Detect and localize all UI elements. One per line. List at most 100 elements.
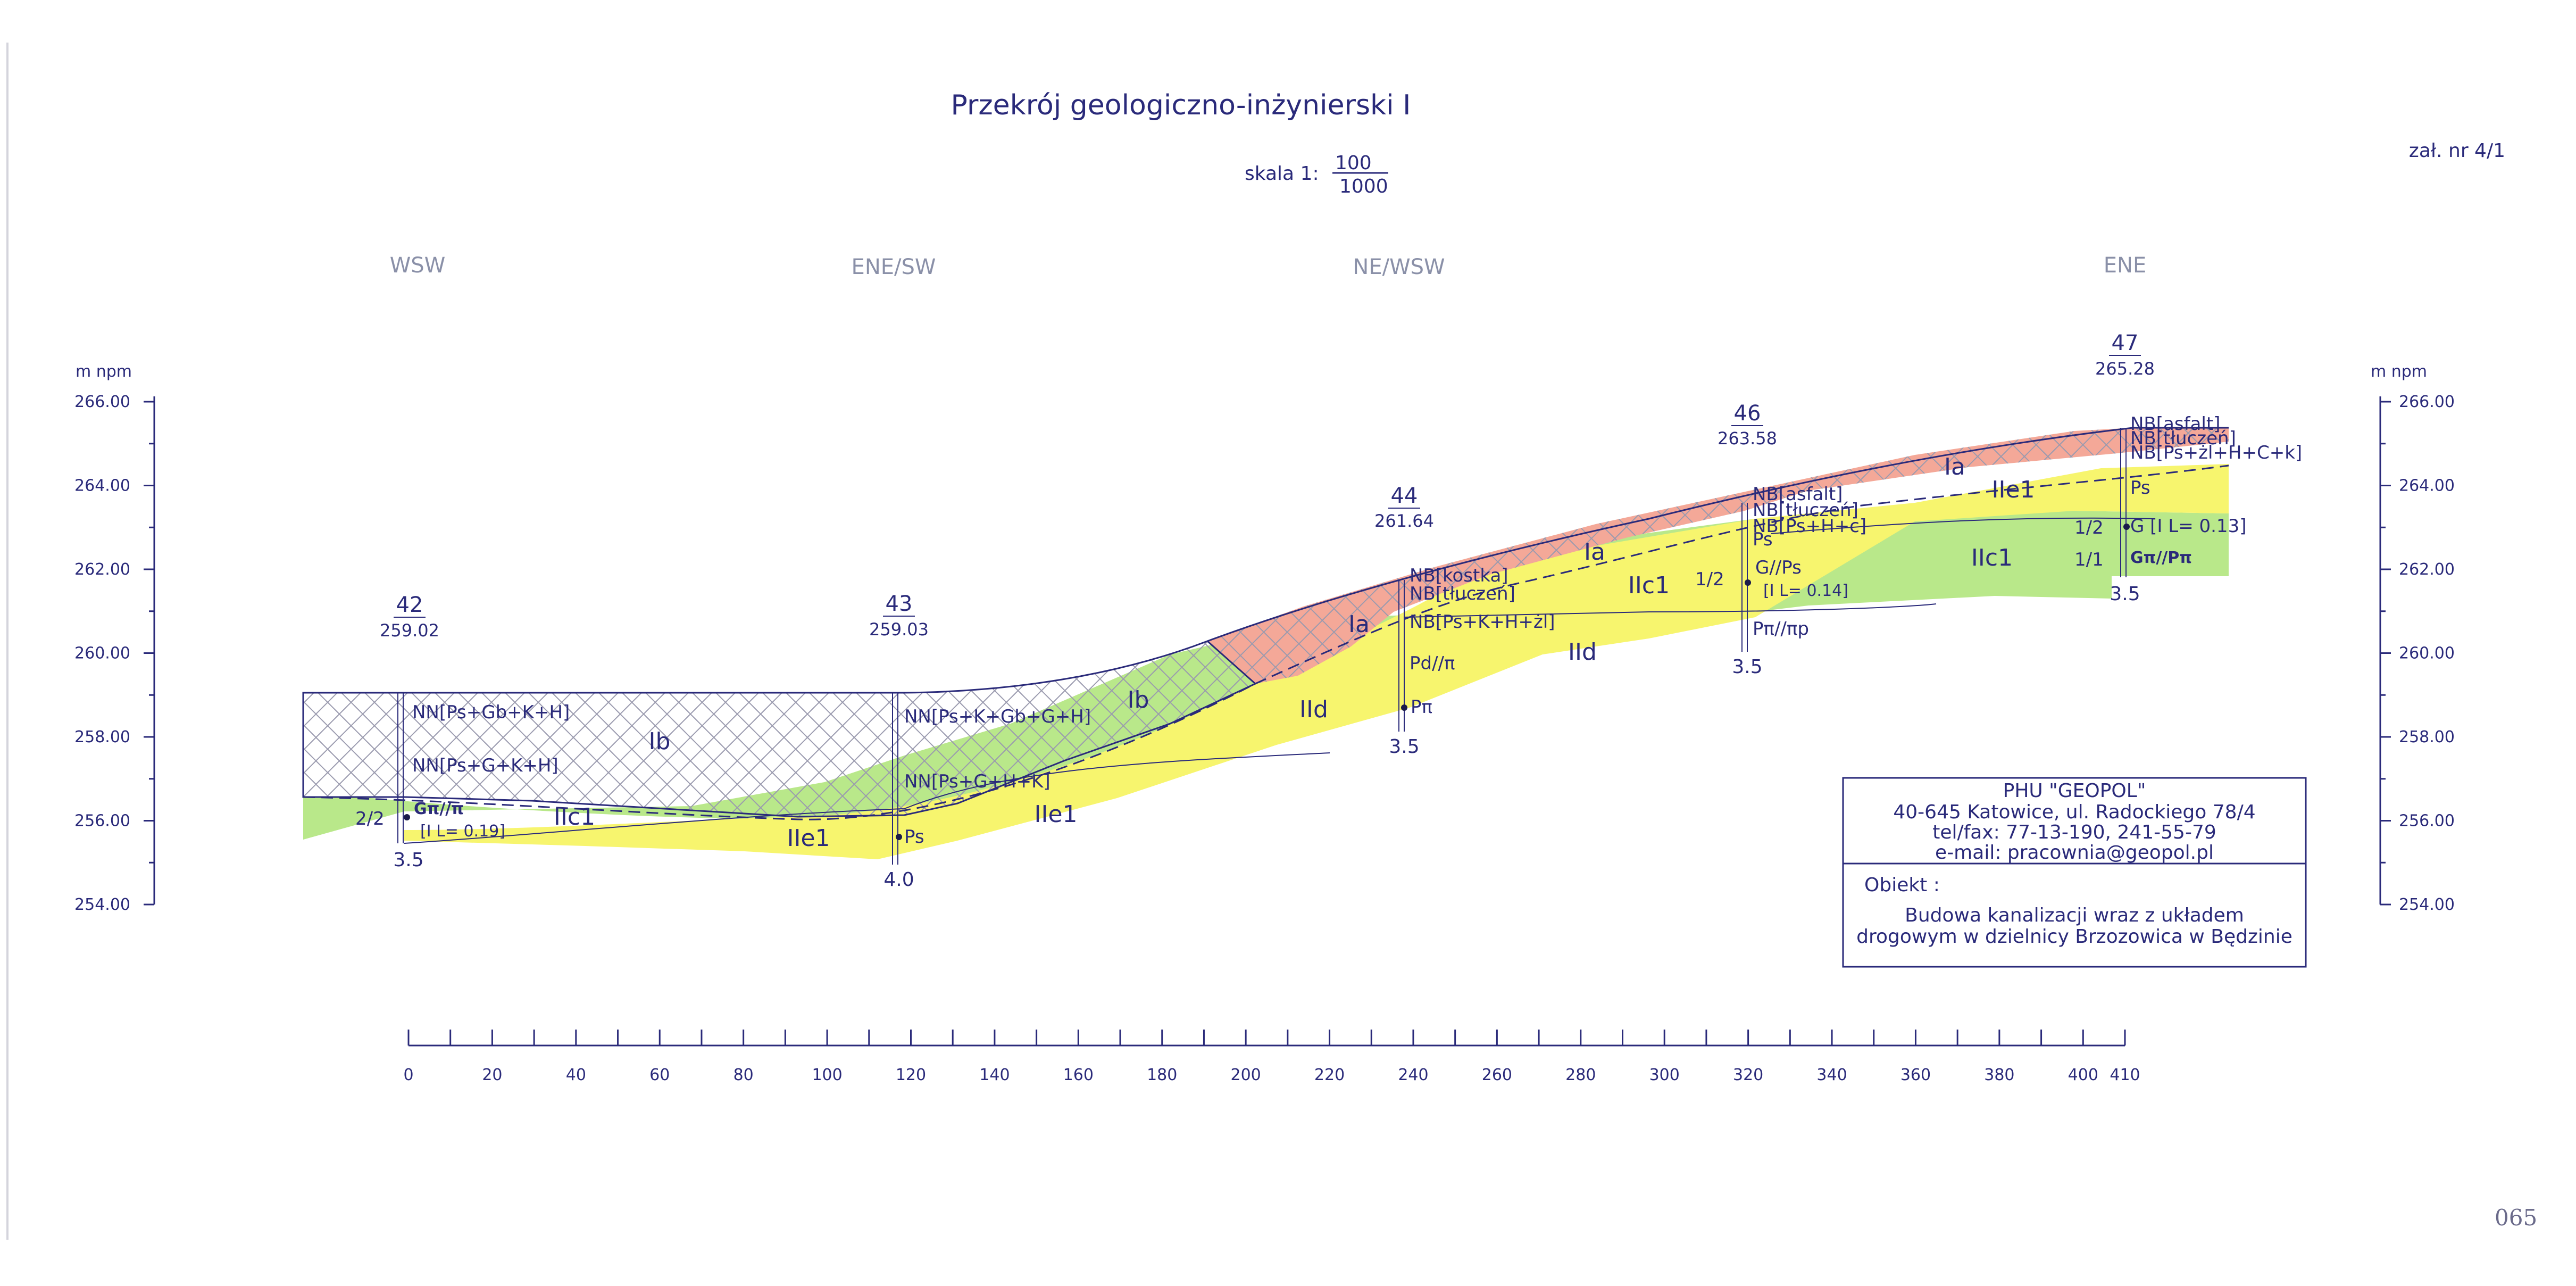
distance-tick-label: 300 (1649, 1066, 1680, 1084)
borehole-label: NB[Ps+H+c] (1753, 516, 1866, 537)
direction-label: ENE (2104, 253, 2146, 278)
elevation-tick-label: 262.00 (2399, 560, 2455, 579)
borehole-label: 1/2 (1695, 569, 1724, 590)
layer-boundary-line (1771, 517, 2155, 534)
borehole-label: Pπ//πp (1753, 618, 1809, 640)
borehole-label: Ps (1753, 529, 1773, 550)
left-elevation-axis: m npm 266.00 264.00 262.00 260.00 258.00 256.… (74, 362, 155, 914)
svg-text:265.28: 265.28 (2095, 359, 2155, 379)
unit-label: Ia (1584, 538, 1605, 566)
elevation-tick-label: 262.00 (74, 560, 130, 579)
borehole-label: NB[tłuczeń] (1753, 500, 1858, 521)
unit-label: IIe1 (787, 825, 830, 852)
unit-label: IId (1299, 696, 1328, 723)
borehole-label: NN[Ps+G+H+K] (904, 771, 1051, 792)
distance-tick-label: 40 (566, 1066, 586, 1084)
unit-label: Ia (1944, 453, 1965, 480)
svg-text:263.58: 263.58 (1718, 428, 1777, 449)
company-info-box: PHU "GEOPOL" 40-645 Katowice, ul. Radock… (1842, 777, 2307, 968)
svg-text:47: 47 (2112, 331, 2139, 355)
borehole-header-47: 47 265.28 (2095, 331, 2155, 379)
svg-text:46: 46 (1734, 401, 1761, 426)
attachment-number: zał. nr 4/1 (2409, 140, 2505, 162)
elevation-tick-label: 264.00 (74, 477, 130, 495)
distance-tick-label: 80 (733, 1066, 754, 1084)
borehole-label: Ps (2130, 477, 2150, 499)
borehole-depth: 4.0 (883, 869, 914, 891)
elevation-tick-label: 264.00 (2399, 477, 2455, 495)
borehole-label: G//Ps (1755, 557, 1802, 578)
distance-tick-label: 340 (1816, 1066, 1847, 1084)
direction-label: WSW (390, 253, 446, 278)
borehole-label: Gπ//π (414, 800, 464, 818)
borehole-label: NN[Ps+G+K+H] (412, 755, 558, 776)
distance-tick-label: 380 (1984, 1066, 2014, 1084)
elevation-tick-label: 258.00 (74, 728, 130, 746)
borehole-label: [I L= 0.19] (420, 822, 505, 841)
svg-text:259.02: 259.02 (380, 620, 439, 641)
borehole-label: NB[tłuczeń] (2130, 428, 2236, 449)
elevation-tick-label: 256.00 (74, 812, 130, 831)
layer-boundary-line (1404, 603, 1937, 618)
company-address: 40-645 Katowice, ul. Radockiego 78/4 (1893, 801, 2255, 823)
borehole-header-44: 44 261.64 (1374, 484, 1434, 531)
object-label: Obiekt : (1864, 874, 1940, 896)
svg-text:skala 1:: skala 1: (1245, 163, 1319, 185)
unit-label: IIe1 (1034, 801, 1077, 828)
elevation-tick-label: 266.00 (2399, 393, 2455, 411)
borehole-depth: 3.5 (1732, 656, 1762, 678)
fill-layer (302, 640, 1257, 818)
direction-label: ENE/SW (852, 255, 936, 279)
distance-tick-label: 220 (1314, 1066, 1345, 1084)
page-number-stamp: 065 (2495, 1205, 2537, 1231)
company-email: e-mail: pracownia@geopol.pl (1935, 842, 2214, 864)
unit-label: Ib (1128, 686, 1149, 713)
distance-tick-label: 400 (2068, 1066, 2098, 1084)
borehole-label: NB[kostka] (1410, 565, 1508, 586)
scale-label: skala 1: 100 1000 (1245, 152, 1388, 197)
borehole-label: Ps (904, 826, 924, 848)
borehole-label: NB[asfalt] (2130, 413, 2220, 435)
right-elevation-axis: m npm 266.00 264.00 262.00 260.00 258.00 256.… (2371, 362, 2455, 914)
borehole-label: [I L= 0.14] (1763, 582, 1848, 600)
object-description: drogowym w dzielnicy Brzozowica w Będzin… (1856, 926, 2292, 948)
borehole-label: NB[Ps+K+H+żl] (1410, 611, 1555, 633)
svg-text:1000: 1000 (1339, 176, 1388, 197)
svg-text:42: 42 (396, 593, 423, 617)
distance-tick-label: 260 (1482, 1066, 1512, 1084)
distance-tick-label: 0 (403, 1066, 413, 1084)
borehole-label: NN[Ps+K+Gb+G+H] (904, 706, 1091, 727)
svg-text:43: 43 (886, 592, 913, 616)
section-title: Przekrój geologiczno-inżynierski I (951, 89, 1411, 121)
distance-tick-label: 280 (1565, 1066, 1596, 1084)
elevation-tick-label: 258.00 (2399, 728, 2455, 746)
layer-boundary-line (404, 752, 1330, 844)
unit-label: IIe1 (1991, 476, 2035, 503)
svg-text:261.64: 261.64 (1374, 511, 1434, 531)
borehole-header-43: 43 259.03 (869, 592, 929, 640)
elevation-tick-label: 254.00 (74, 895, 130, 914)
sample-points (404, 524, 2130, 840)
borehole-header-42: 42 259.02 (380, 593, 439, 641)
elevation-tick-label: 260.00 (2399, 644, 2455, 663)
distance-tick-label: 200 (1231, 1066, 1261, 1084)
elevation-tick-label: 260.00 (74, 644, 130, 663)
object-description: Budowa kanalizacji wraz z układem (1905, 905, 2244, 926)
borehole-label: 1/1 (2074, 549, 2104, 570)
anthropogenic-road-hatch (1207, 428, 2229, 684)
borehole-depth: 3.5 (393, 849, 423, 871)
distance-tick-label: 180 (1147, 1066, 1177, 1084)
svg-text:m npm: m npm (76, 362, 132, 381)
borehole-depth: 3.5 (1389, 736, 1419, 758)
layer-boundary-line (1207, 427, 2229, 642)
borehole-label: Pπ (1411, 696, 1432, 718)
svg-text:m npm: m npm (2371, 362, 2427, 381)
borehole-label: NN[Ps+Gb+K+H] (412, 702, 570, 723)
svg-text:44: 44 (1391, 484, 1418, 508)
distance-tick-label: 240 (1398, 1066, 1428, 1084)
distance-axis: 0 20 40 60 80 100 120 140 160 180 200 220 240 260 280 3… (403, 1030, 2140, 1084)
distance-tick-label: 320 (1733, 1066, 1763, 1084)
distance-tick-label: 410 (2110, 1066, 2140, 1084)
distance-tick-label: 60 (649, 1066, 670, 1084)
svg-text:100: 100 (1335, 152, 1372, 174)
